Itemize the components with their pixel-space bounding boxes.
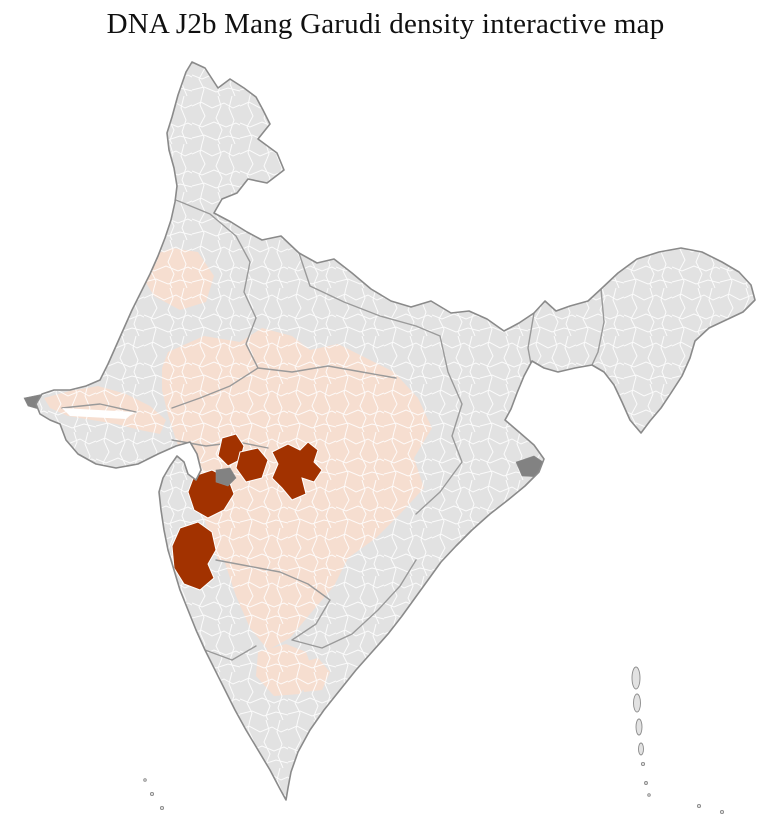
district-grid-overlay [36,62,755,800]
dark-district-central[interactable] [215,467,237,487]
gulf-of-kutch-water [62,408,134,419]
bottom-right-islets [696,803,725,815]
lakshadweep-islands[interactable] [143,778,165,811]
high-density-district-3[interactable] [271,441,323,501]
andaman-nicobar-islands[interactable] [631,666,651,797]
india-outline [35,61,756,801]
high-density-district-5[interactable] [171,521,217,591]
india-districts-layer [36,62,755,800]
map-title: DNA J2b Mang Garudi density interactive … [106,8,665,40]
high-density-district-2[interactable] [235,447,269,483]
